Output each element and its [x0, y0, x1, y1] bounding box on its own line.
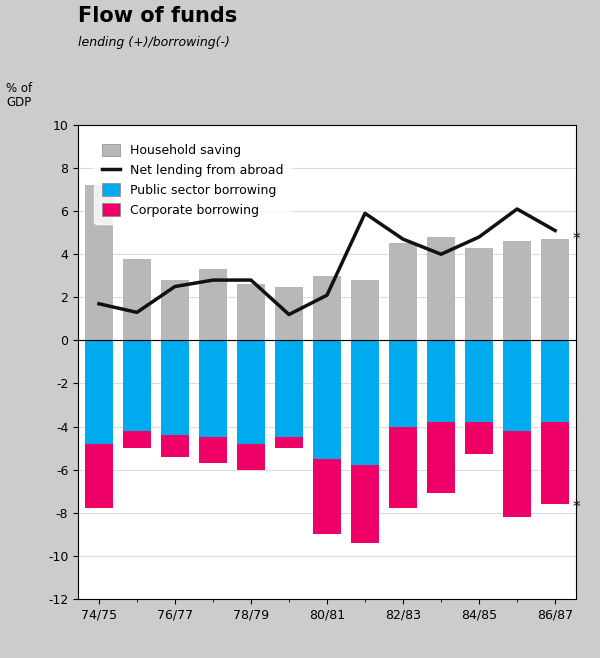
Bar: [465, 340, 493, 422]
Bar: [541, 239, 569, 340]
Bar: [199, 438, 227, 463]
Bar: [503, 431, 532, 517]
Text: GDP: GDP: [6, 95, 31, 109]
Bar: [503, 241, 532, 340]
Text: *: *: [572, 500, 580, 515]
Text: Flow of funds: Flow of funds: [78, 7, 237, 26]
Text: *: *: [572, 232, 580, 247]
Bar: [161, 435, 189, 457]
Bar: [541, 422, 569, 504]
Bar: [465, 248, 493, 340]
Bar: [122, 259, 151, 340]
Bar: [85, 443, 113, 509]
Text: lending (+)/borrowing(-): lending (+)/borrowing(-): [78, 36, 230, 49]
Text: % of: % of: [6, 82, 32, 95]
Bar: [389, 340, 417, 426]
Bar: [465, 422, 493, 455]
Bar: [85, 340, 113, 443]
Bar: [503, 340, 532, 431]
Bar: [161, 340, 189, 435]
Bar: [85, 186, 113, 340]
Bar: [351, 280, 379, 340]
Bar: [275, 438, 303, 448]
Bar: [389, 426, 417, 509]
Bar: [541, 340, 569, 422]
Bar: [275, 286, 303, 340]
Bar: [237, 443, 265, 470]
Bar: [389, 243, 417, 340]
Bar: [313, 276, 341, 340]
Bar: [237, 284, 265, 340]
Bar: [313, 459, 341, 534]
Bar: [237, 340, 265, 443]
Bar: [427, 340, 455, 422]
Bar: [122, 340, 151, 431]
Bar: [351, 465, 379, 543]
Bar: [351, 340, 379, 465]
Bar: [427, 237, 455, 340]
Bar: [427, 422, 455, 494]
Legend: Household saving, Net lending from abroad, Public sector borrowing, Corporate bo: Household saving, Net lending from abroa…: [94, 136, 292, 224]
Bar: [275, 340, 303, 438]
Bar: [313, 340, 341, 459]
Bar: [199, 269, 227, 340]
Bar: [122, 431, 151, 448]
Bar: [199, 340, 227, 438]
Bar: [161, 280, 189, 340]
